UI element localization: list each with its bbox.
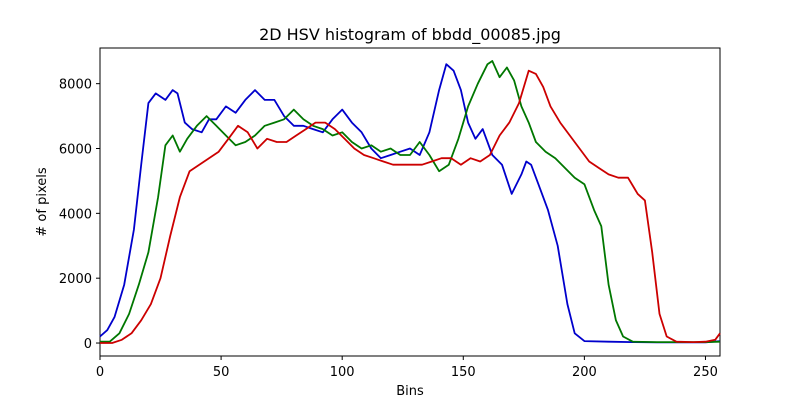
red-series-line bbox=[100, 69, 721, 344]
x-tick-label: 50 bbox=[213, 365, 230, 380]
x-tick-label: 250 bbox=[693, 365, 718, 380]
blue-series-line bbox=[99, 63, 721, 344]
series-lines bbox=[99, 60, 721, 344]
x-axis-label: Bins bbox=[396, 384, 424, 399]
plot-frame bbox=[99, 47, 721, 357]
y-axis-label: # of pixels bbox=[35, 167, 50, 236]
x-tick-label: 200 bbox=[572, 365, 597, 380]
x-tick-label: 0 bbox=[96, 365, 104, 380]
y-tick-label: 6000 bbox=[59, 143, 92, 158]
y-tick-label: 2000 bbox=[59, 272, 92, 287]
green-series-line bbox=[100, 60, 721, 344]
x-tick-label: 100 bbox=[330, 365, 355, 380]
y-tick-label: 4000 bbox=[59, 207, 92, 222]
y-tick-label: 0 bbox=[84, 337, 92, 352]
y-tick-label: 8000 bbox=[59, 78, 92, 93]
y-axis-ticks: 0 2000 4000 6000 8000 bbox=[59, 78, 100, 352]
x-tick-label: 150 bbox=[451, 365, 476, 380]
x-axis-ticks: 0 50 100 150 200 250 bbox=[96, 356, 718, 380]
chart-title: 2D HSV histogram of bbdd_00085.jpg bbox=[259, 25, 561, 45]
